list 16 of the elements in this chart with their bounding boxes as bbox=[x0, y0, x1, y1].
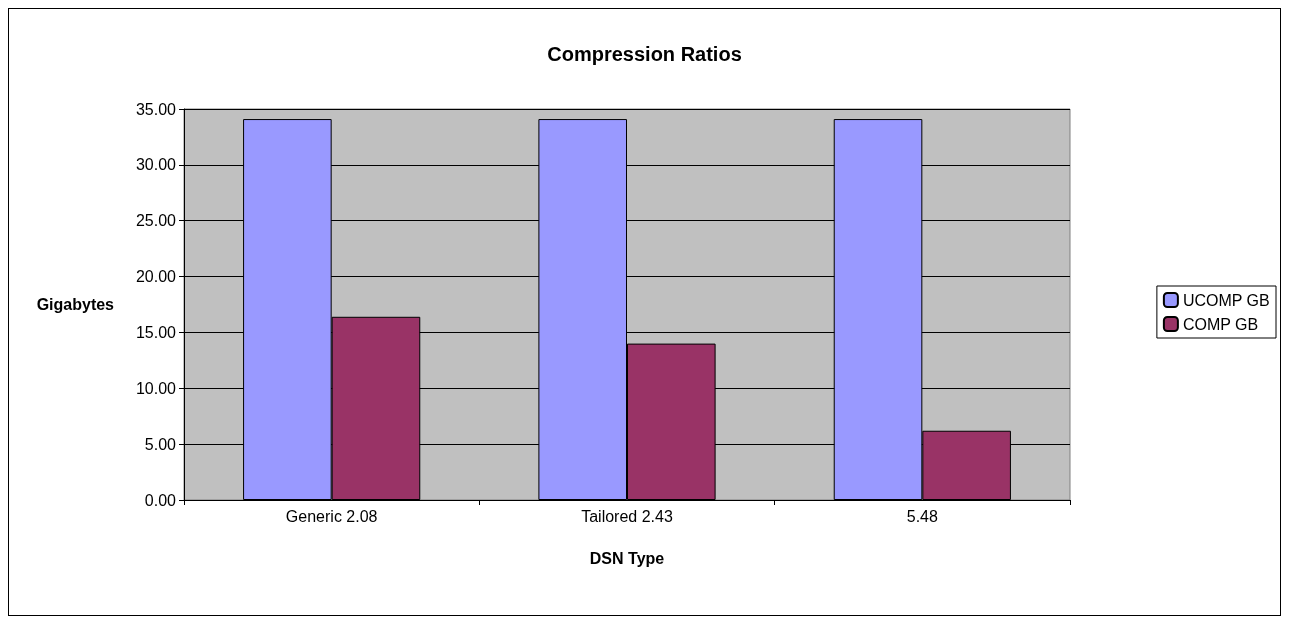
chart-title: Compression Ratios bbox=[547, 43, 742, 65]
legend-label: UCOMP GB bbox=[1182, 291, 1270, 309]
y-axis-title: Gigabytes bbox=[36, 296, 115, 313]
x-tick-label: 5.48 bbox=[906, 507, 939, 525]
y-tick-label: 30.00 bbox=[135, 156, 177, 174]
x-axis-title: DSN Type bbox=[589, 549, 665, 567]
y-tick-label: 5.00 bbox=[144, 435, 177, 453]
y-tick-label: 15.00 bbox=[135, 323, 177, 341]
x-tick-label: Generic 2.08 bbox=[285, 507, 378, 525]
y-tick-label: 0.00 bbox=[144, 491, 177, 509]
y-tick-label: 35.00 bbox=[135, 100, 177, 118]
y-tick-label: 25.00 bbox=[135, 212, 177, 230]
x-tick-label: Tailored 2.43 bbox=[581, 507, 673, 525]
y-tick-label: 10.00 bbox=[135, 379, 177, 397]
y-tick-label: 20.00 bbox=[135, 268, 177, 286]
legend-label: COMP GB bbox=[1182, 315, 1259, 333]
